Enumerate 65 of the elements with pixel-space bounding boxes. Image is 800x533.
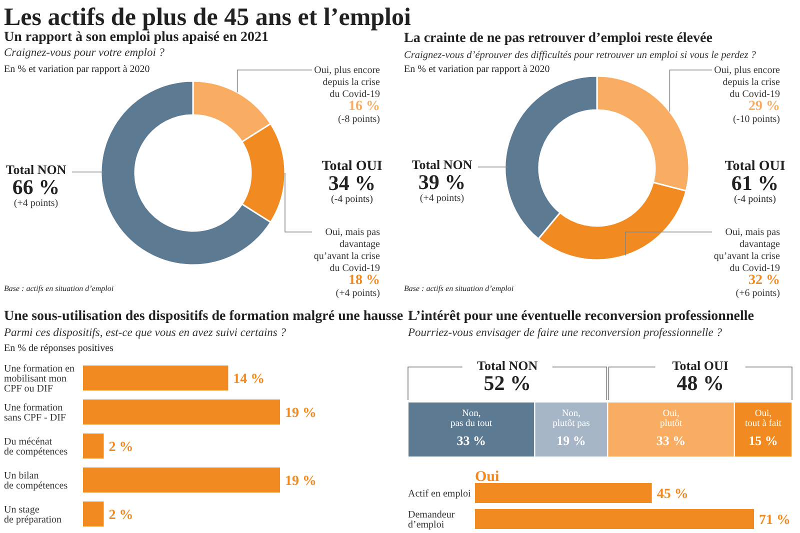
text: Total NON	[477, 358, 538, 373]
chart-title: L’intérêt pour une éventuelle reconversion professionnelle	[408, 309, 754, 324]
data-label: 29 %	[748, 99, 780, 114]
series-label: Oui, plutôt	[660, 409, 682, 429]
chart-title: Un rapport à son emploi plus apaisé en 2021	[4, 30, 268, 45]
text: Les actifs de plus de 45 ans et l’emploi	[4, 4, 411, 31]
text: 61 %	[731, 171, 779, 195]
text: 52 %	[484, 371, 531, 395]
y-tick-label: Demandeur d’emploi	[408, 510, 456, 530]
text: (+4 points)	[336, 288, 380, 299]
y-tick-label: Un stage de préparation	[4, 504, 62, 526]
y-tick-label: Un bilan de compétences	[4, 470, 68, 492]
y-tick-label: Du mécénat de compétences	[4, 436, 68, 458]
chart-title: Oui	[475, 469, 500, 485]
slice-label: Oui, mais pas davantage qu’avant la crise du Covid-19	[714, 227, 781, 274]
slice-label: Oui, mais pas davantage qu’avant la crise du Covid-19	[314, 227, 381, 274]
text: (+4 points)	[420, 193, 464, 204]
data-label: 14 %	[233, 372, 265, 387]
data-label: 32 %	[748, 273, 780, 288]
text: Total OUI	[322, 159, 382, 174]
text: Total OUI	[672, 358, 728, 373]
chart-subtitle: Pourriez-vous envisager de faire une reconversion professionnelle ?	[407, 327, 722, 339]
data-label: 2 %	[108, 508, 134, 523]
y-tick-label: Une formation en mobilisant mon CPF ou DIF	[4, 364, 75, 394]
series-label: Oui, tout à fait	[744, 409, 782, 429]
text: 34 %	[328, 171, 376, 195]
data-label: 71 %	[759, 513, 791, 528]
data-label: 15 %	[748, 433, 778, 448]
text: (-4 points)	[331, 194, 373, 205]
slice-label: Total NON	[6, 162, 67, 177]
slice-label: Total NON	[412, 157, 473, 172]
data-label: 39 %	[418, 170, 466, 194]
text: En % et variation par rapport à 2020	[4, 64, 150, 75]
series-label: Non, plutôt pas	[552, 409, 590, 429]
data-label: 33 %	[656, 433, 686, 448]
slice-label: Oui, plus encore depuis la crise du Covid-19	[714, 65, 781, 100]
data-label: 45 %	[656, 487, 688, 502]
chart-title: Une sous-utilisation des dispositifs de formation malgré une hausse	[4, 309, 404, 324]
data-label: 18 %	[348, 273, 380, 288]
data-label: 2 %	[108, 440, 134, 455]
text: (-10 points)	[733, 114, 780, 125]
text: Base : actifs en situation d’emploi	[4, 284, 114, 293]
text: (+6 points)	[736, 288, 780, 299]
data-label: 19 %	[285, 406, 317, 421]
chart-subtitle: Craignez-vous pour votre emploi ?	[4, 47, 165, 59]
chart-subtitle: Craignez-vous d’éprouver des difficultés pour retrouver un emploi si vous le perdez ?	[404, 50, 757, 61]
text: 48 %	[676, 371, 724, 395]
series-label: Non, pas du tout	[450, 409, 493, 429]
text: En % et variation par rapport à 2020	[404, 64, 550, 75]
data-label: 19 %	[556, 433, 586, 448]
text: (-4 points)	[734, 194, 776, 205]
chart-title: La crainte de ne pas retrouver d’emploi reste élevée	[404, 31, 712, 46]
y-tick-label: Actif en emploi	[408, 488, 471, 500]
data-label: 19 %	[285, 474, 317, 489]
data-label: 33 %	[456, 433, 486, 448]
data-label: 66 %	[12, 175, 60, 199]
data-label: 16 %	[348, 99, 380, 114]
y-tick-label: Une formation sans CPF - DIF	[4, 402, 66, 424]
text: En % de réponses positives	[4, 343, 114, 354]
text: (-8 points)	[338, 114, 380, 125]
text: Total OUI	[724, 159, 786, 174]
slice-label: Oui, plus encore depuis la crise du Covid-19	[314, 65, 381, 100]
text: Base : actifs en situation d’emploi	[404, 284, 514, 293]
chart-subtitle: Parmi ces dispositifs, est-ce que vous en avez suivi certains ?	[3, 327, 286, 339]
text: (+4 points)	[14, 198, 58, 209]
